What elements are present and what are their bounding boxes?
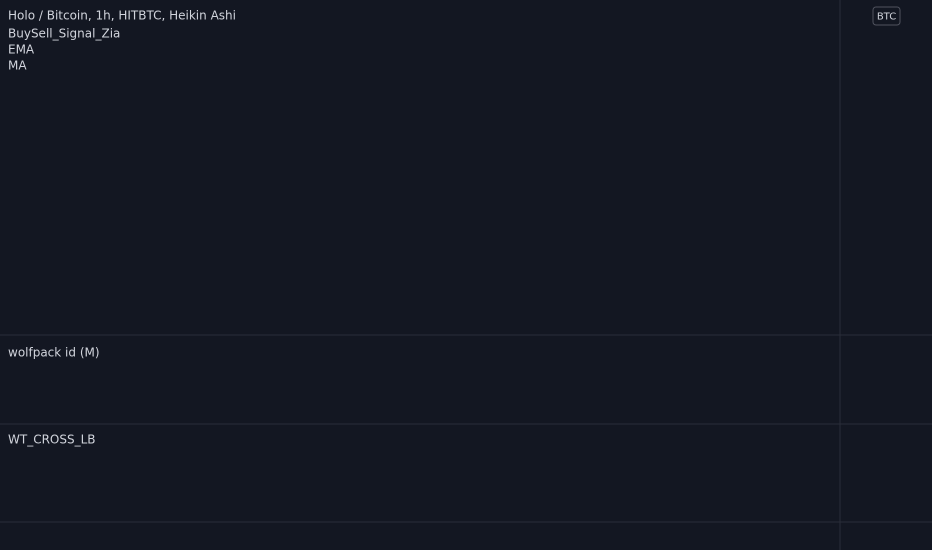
currency-label[interactable]: BTC <box>877 12 896 23</box>
legend-entry: MA <box>8 59 27 73</box>
legend-entry: EMA <box>8 43 35 57</box>
legend-entry: BuySell_Signal_Zia <box>8 27 120 41</box>
pane-title: WT_CROSS_LB <box>8 433 96 447</box>
currency-button[interactable] <box>872 6 901 26</box>
chart-title: Holo / Bitcoin, 1h, HITBTC, Heikin Ashi <box>8 9 236 23</box>
pane-title: wolfpack id (M) <box>8 346 100 360</box>
